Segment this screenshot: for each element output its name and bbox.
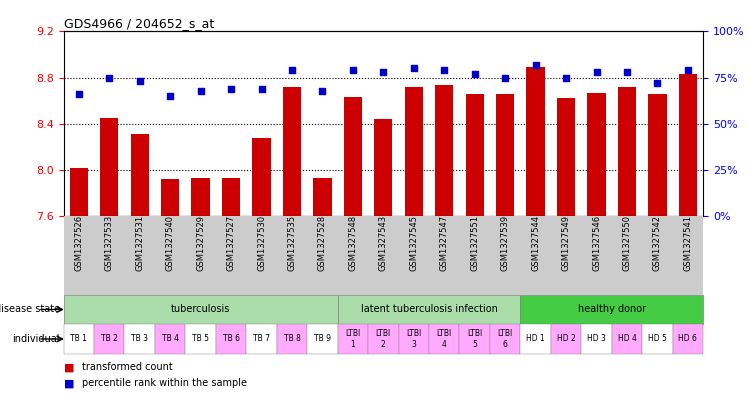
Text: LTBI
3: LTBI 3	[406, 329, 421, 349]
Bar	[222, 178, 240, 216]
Text: HD 3: HD 3	[587, 334, 606, 343]
Text: HD 5: HD 5	[648, 334, 667, 343]
Bar	[521, 295, 703, 324]
Text: TB 8: TB 8	[283, 334, 301, 343]
Point	[590, 69, 602, 75]
Point	[316, 87, 328, 94]
Point	[560, 75, 572, 81]
Bar	[643, 324, 672, 354]
Point	[225, 86, 237, 92]
Point	[469, 71, 481, 77]
Bar	[496, 94, 515, 216]
Bar	[131, 134, 149, 216]
Text: TB 1: TB 1	[70, 334, 88, 343]
Bar	[551, 324, 581, 354]
Text: latent tuberculosis infection: latent tuberculosis infection	[361, 305, 497, 314]
Bar	[612, 324, 643, 354]
Bar	[459, 324, 490, 354]
Bar	[374, 119, 393, 216]
Text: HD 4: HD 4	[618, 334, 637, 343]
Point	[134, 78, 146, 84]
Bar	[672, 324, 703, 354]
Text: TB 3: TB 3	[131, 334, 148, 343]
Bar	[191, 178, 209, 216]
Bar	[313, 178, 331, 216]
Text: transformed count: transformed count	[82, 362, 173, 373]
Bar	[100, 118, 118, 216]
Text: GDS4966 / 204652_s_at: GDS4966 / 204652_s_at	[64, 17, 214, 30]
Point	[286, 67, 298, 73]
Text: TB 4: TB 4	[162, 334, 179, 343]
Text: LTBI
4: LTBI 4	[437, 329, 452, 349]
Bar	[277, 324, 307, 354]
Bar	[368, 324, 399, 354]
Text: healthy donor: healthy donor	[577, 305, 646, 314]
Text: TB 7: TB 7	[253, 334, 270, 343]
Bar	[490, 324, 521, 354]
Point	[438, 67, 450, 73]
Point	[164, 93, 177, 99]
Point	[256, 86, 268, 92]
Text: ■: ■	[64, 378, 74, 388]
Bar	[246, 324, 277, 354]
Point	[530, 62, 542, 68]
Text: HD 1: HD 1	[527, 334, 545, 343]
Bar	[64, 324, 94, 354]
Point	[347, 67, 359, 73]
Bar	[429, 324, 459, 354]
Text: disease state: disease state	[0, 305, 60, 314]
Bar	[307, 324, 337, 354]
Text: tuberculosis: tuberculosis	[171, 305, 230, 314]
Bar	[618, 87, 636, 216]
Bar	[557, 98, 575, 216]
Point	[194, 87, 206, 94]
Point	[408, 65, 420, 72]
Text: LTBI
1: LTBI 1	[346, 329, 361, 349]
Text: LTBI
5: LTBI 5	[467, 329, 482, 349]
Bar	[155, 324, 186, 354]
Bar	[124, 324, 155, 354]
Bar	[94, 324, 124, 354]
Point	[103, 75, 115, 81]
Bar	[435, 84, 453, 216]
Bar	[521, 324, 551, 354]
Point	[682, 67, 694, 73]
Bar	[527, 67, 545, 216]
Bar	[64, 295, 337, 324]
Text: HD 2: HD 2	[557, 334, 575, 343]
Bar	[216, 324, 246, 354]
Bar	[399, 324, 429, 354]
Text: LTBI
2: LTBI 2	[375, 329, 391, 349]
Text: TB 5: TB 5	[192, 334, 209, 343]
Text: TB 9: TB 9	[314, 334, 331, 343]
Point	[652, 80, 663, 86]
Bar	[678, 74, 697, 216]
Bar	[344, 97, 362, 216]
Bar	[581, 324, 612, 354]
Point	[499, 75, 511, 81]
Point	[377, 69, 389, 75]
Bar	[252, 138, 271, 216]
Bar	[649, 94, 666, 216]
Bar	[465, 94, 484, 216]
Bar	[405, 87, 423, 216]
Text: TB 6: TB 6	[223, 334, 239, 343]
Point	[73, 91, 85, 97]
Bar	[587, 93, 606, 216]
Text: ■: ■	[64, 362, 74, 373]
Bar	[337, 295, 521, 324]
Text: percentile rank within the sample: percentile rank within the sample	[82, 378, 248, 388]
Text: individual: individual	[12, 334, 60, 344]
Bar	[283, 87, 301, 216]
Text: HD 6: HD 6	[678, 334, 697, 343]
Bar	[337, 324, 368, 354]
Bar	[161, 179, 180, 216]
Text: TB 2: TB 2	[101, 334, 117, 343]
Bar	[186, 324, 216, 354]
Text: LTBI
6: LTBI 6	[497, 329, 513, 349]
Bar	[70, 168, 88, 216]
Point	[621, 69, 633, 75]
